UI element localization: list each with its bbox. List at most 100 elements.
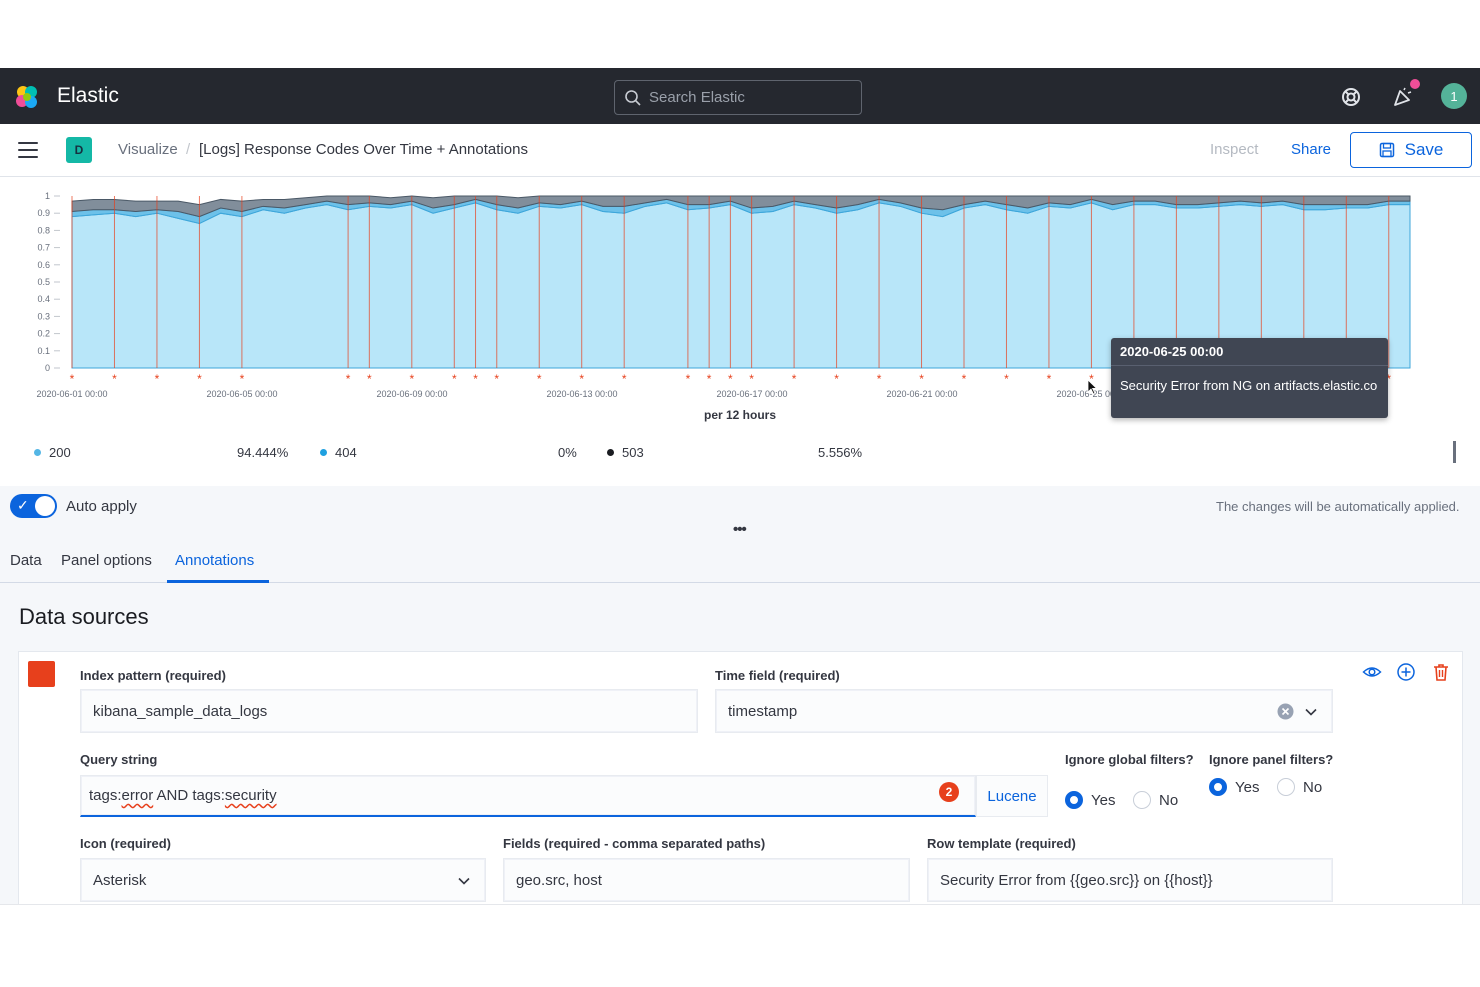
elastic-logo-icon[interactable] (14, 84, 40, 110)
index-pattern-input[interactable]: kibana_sample_data_logs (80, 689, 698, 733)
legend-item-200[interactable]: 200 (34, 445, 71, 460)
area-chart[interactable]: 0 0.1 0.2 0.3 0.4 0.5 0.6 0.7 0.8 0.9 1 * * * * * * * * * * *… (0, 177, 1480, 437)
annotation-marker-icon: * (1089, 372, 1094, 386)
add-icon[interactable] (1396, 662, 1416, 682)
annotation-marker-icon: * (962, 372, 967, 386)
annotation-marker-icon: * (919, 372, 924, 386)
global-search-input[interactable]: Search Elastic (614, 80, 862, 115)
eye-icon[interactable] (1362, 662, 1382, 682)
query-string-input[interactable]: tags: error AND tags: security (80, 775, 976, 817)
kibana-app: Elastic Search Elastic 1 D Visualize (0, 68, 1480, 905)
annotation-marker-icon: * (494, 372, 499, 386)
annotation-marker-icon: * (834, 372, 839, 386)
legend-scrollbar[interactable] (1453, 441, 1456, 463)
ignore-global-yes-radio[interactable] (1065, 791, 1083, 809)
annotation-marker-icon: * (367, 372, 372, 386)
chart-area[interactable]: 0 0.1 0.2 0.3 0.4 0.5 0.6 0.7 0.8 0.9 1 * * * * * * * * * * *… (0, 177, 1480, 447)
annotation-marker-icon: * (197, 372, 202, 386)
y-tick-label: 0.7 (37, 243, 50, 253)
breadcrumb-separator: / (186, 141, 191, 158)
tooltip-body: Security Error from NG on artifacts.elas… (1120, 378, 1378, 393)
legend-dot (34, 449, 41, 456)
ignore-panel-no-label: No (1303, 779, 1323, 796)
annotation-marker-icon: * (409, 372, 414, 386)
annotation-marker-icon: * (346, 372, 351, 386)
trash-icon[interactable] (1431, 662, 1451, 682)
annotation-marker-icon: * (792, 372, 797, 386)
annotation-tooltip: 2020-06-25 00:00 Security Error from NG … (1111, 338, 1388, 418)
save-label: Save (1404, 140, 1444, 159)
annotation-marker-icon: * (1004, 372, 1009, 386)
share-button[interactable]: Share (1291, 141, 1332, 158)
user-avatar[interactable]: 1 (1441, 83, 1467, 109)
breadcrumb-current: [Logs] Response Codes Over Time + Annota… (199, 141, 528, 158)
notification-dot (1410, 79, 1420, 89)
breadcrumb-visualize[interactable]: Visualize (118, 141, 178, 158)
x-tick-label: 2020-06-01 00:00 (36, 389, 107, 399)
query-language-button[interactable]: Lucene (976, 775, 1048, 817)
index-pattern-label: Index pattern (required) (80, 668, 226, 683)
chart-legend: 200 94.444% 404 0% 503 5.556% (0, 441, 1480, 471)
inspect-button[interactable]: Inspect (1210, 141, 1259, 158)
query-part-misspelled: security (224, 787, 277, 804)
chevron-down-icon[interactable] (1304, 705, 1318, 719)
ignore-global-no-label: No (1159, 792, 1179, 809)
annotation-marker-icon: * (877, 372, 882, 386)
auto-apply-label: Auto apply (66, 498, 137, 515)
spellcheck-error-badge[interactable]: 2 (939, 782, 959, 802)
tab-data[interactable]: Data (10, 552, 42, 569)
clear-icon[interactable] (1277, 703, 1294, 720)
y-tick-label: 0.6 (37, 260, 50, 270)
row-template-input[interactable]: Security Error from {{geo.src}} on {{hos… (927, 858, 1333, 902)
x-tick-label: 2020-06-25 00:00 (1056, 389, 1127, 399)
annotation-marker-icon: * (155, 372, 160, 386)
tooltip-title: 2020-06-25 00:00 (1120, 344, 1224, 359)
save-button[interactable]: Save (1350, 132, 1472, 168)
ignore-panel-no-radio[interactable] (1277, 778, 1295, 796)
x-tick-label: 2020-06-17 00:00 (716, 389, 787, 399)
space-avatar[interactable]: D (66, 137, 92, 163)
annotation-marker-icon: * (686, 372, 691, 386)
search-placeholder: Search Elastic (649, 89, 745, 106)
y-tick-label: 0 (45, 363, 50, 373)
auto-apply-toggle[interactable]: ✓ (10, 494, 57, 518)
legend-value: 0% (558, 445, 577, 460)
mouse-cursor-icon (1087, 379, 1098, 395)
newsfeed-icon[interactable] (1392, 86, 1414, 108)
legend-dot (607, 449, 614, 456)
chevron-down-icon[interactable] (457, 874, 471, 888)
annotation-color-picker[interactable] (28, 661, 55, 687)
legend-item-404[interactable]: 404 (320, 445, 357, 460)
y-tick-label: 0.1 (37, 346, 50, 356)
help-icon[interactable] (1340, 86, 1362, 108)
annotation-marker-icon: * (728, 372, 733, 386)
tab-annotations[interactable]: Annotations (167, 552, 269, 583)
icon-select[interactable]: Asterisk (80, 858, 486, 902)
annotation-marker-icon: * (473, 372, 478, 386)
query-string-label: Query string (80, 752, 158, 767)
ignore-panel-yes-radio[interactable] (1209, 778, 1227, 796)
legend-item-503[interactable]: 503 (607, 445, 644, 460)
annotation-marker-icon: * (537, 372, 542, 386)
icon-label: Icon (required) (80, 836, 172, 851)
annotation-marker-icon: * (1047, 372, 1052, 386)
legend-dot (320, 449, 327, 456)
x-tick-label: 2020-06-09 00:00 (376, 389, 447, 399)
ignore-global-yes-label: Yes (1091, 792, 1116, 809)
x-tick-label: 2020-06-05 00:00 (206, 389, 277, 399)
resize-handle-icon[interactable]: ••• (733, 521, 747, 538)
icon-value: Asterisk (93, 871, 147, 889)
menu-icon[interactable] (18, 142, 38, 158)
brand-name: Elastic (57, 84, 119, 107)
row-template-value: Security Error from {{geo.src}} on {{hos… (940, 871, 1213, 889)
data-sources-title: Data sources (19, 604, 149, 629)
ignore-panel-yes-label: Yes (1235, 779, 1260, 796)
fields-input[interactable]: geo.src, host (503, 858, 910, 902)
x-axis-title: per 12 hours (704, 408, 776, 422)
ignore-global-no-radio[interactable] (1133, 791, 1151, 809)
query-part-misspelled: error (121, 787, 154, 804)
tab-panel-options[interactable]: Panel options (61, 552, 152, 569)
x-tick-label: 2020-06-13 00:00 (546, 389, 617, 399)
time-field-select[interactable]: timestamp (715, 689, 1333, 733)
ignore-panel-filters-label: Ignore panel filters? (1209, 752, 1334, 767)
